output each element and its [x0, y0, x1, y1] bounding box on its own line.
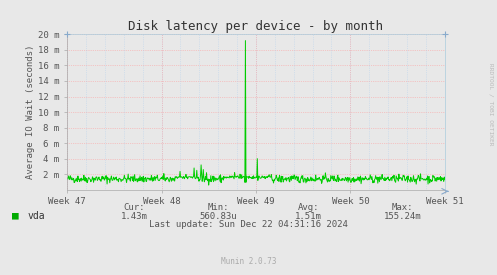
Text: ■: ■ [12, 211, 19, 221]
Text: Min:: Min: [208, 204, 230, 212]
Text: 155.24m: 155.24m [384, 212, 421, 221]
Text: Munin 2.0.73: Munin 2.0.73 [221, 257, 276, 266]
Text: 1.51m: 1.51m [295, 212, 322, 221]
Text: 560.83u: 560.83u [200, 212, 238, 221]
Text: Avg:: Avg: [297, 204, 319, 212]
Text: Max:: Max: [392, 204, 414, 212]
Y-axis label: Average IO Wait (seconds): Average IO Wait (seconds) [26, 45, 35, 179]
Title: Disk latency per device - by month: Disk latency per device - by month [128, 20, 384, 33]
Text: Cur:: Cur: [123, 204, 145, 212]
Text: RRDTOOL / TOBI OETIKER: RRDTOOL / TOBI OETIKER [489, 63, 494, 146]
Text: 1.43m: 1.43m [121, 212, 148, 221]
Text: vda: vda [27, 211, 45, 221]
Text: Last update: Sun Dec 22 04:31:16 2024: Last update: Sun Dec 22 04:31:16 2024 [149, 220, 348, 229]
